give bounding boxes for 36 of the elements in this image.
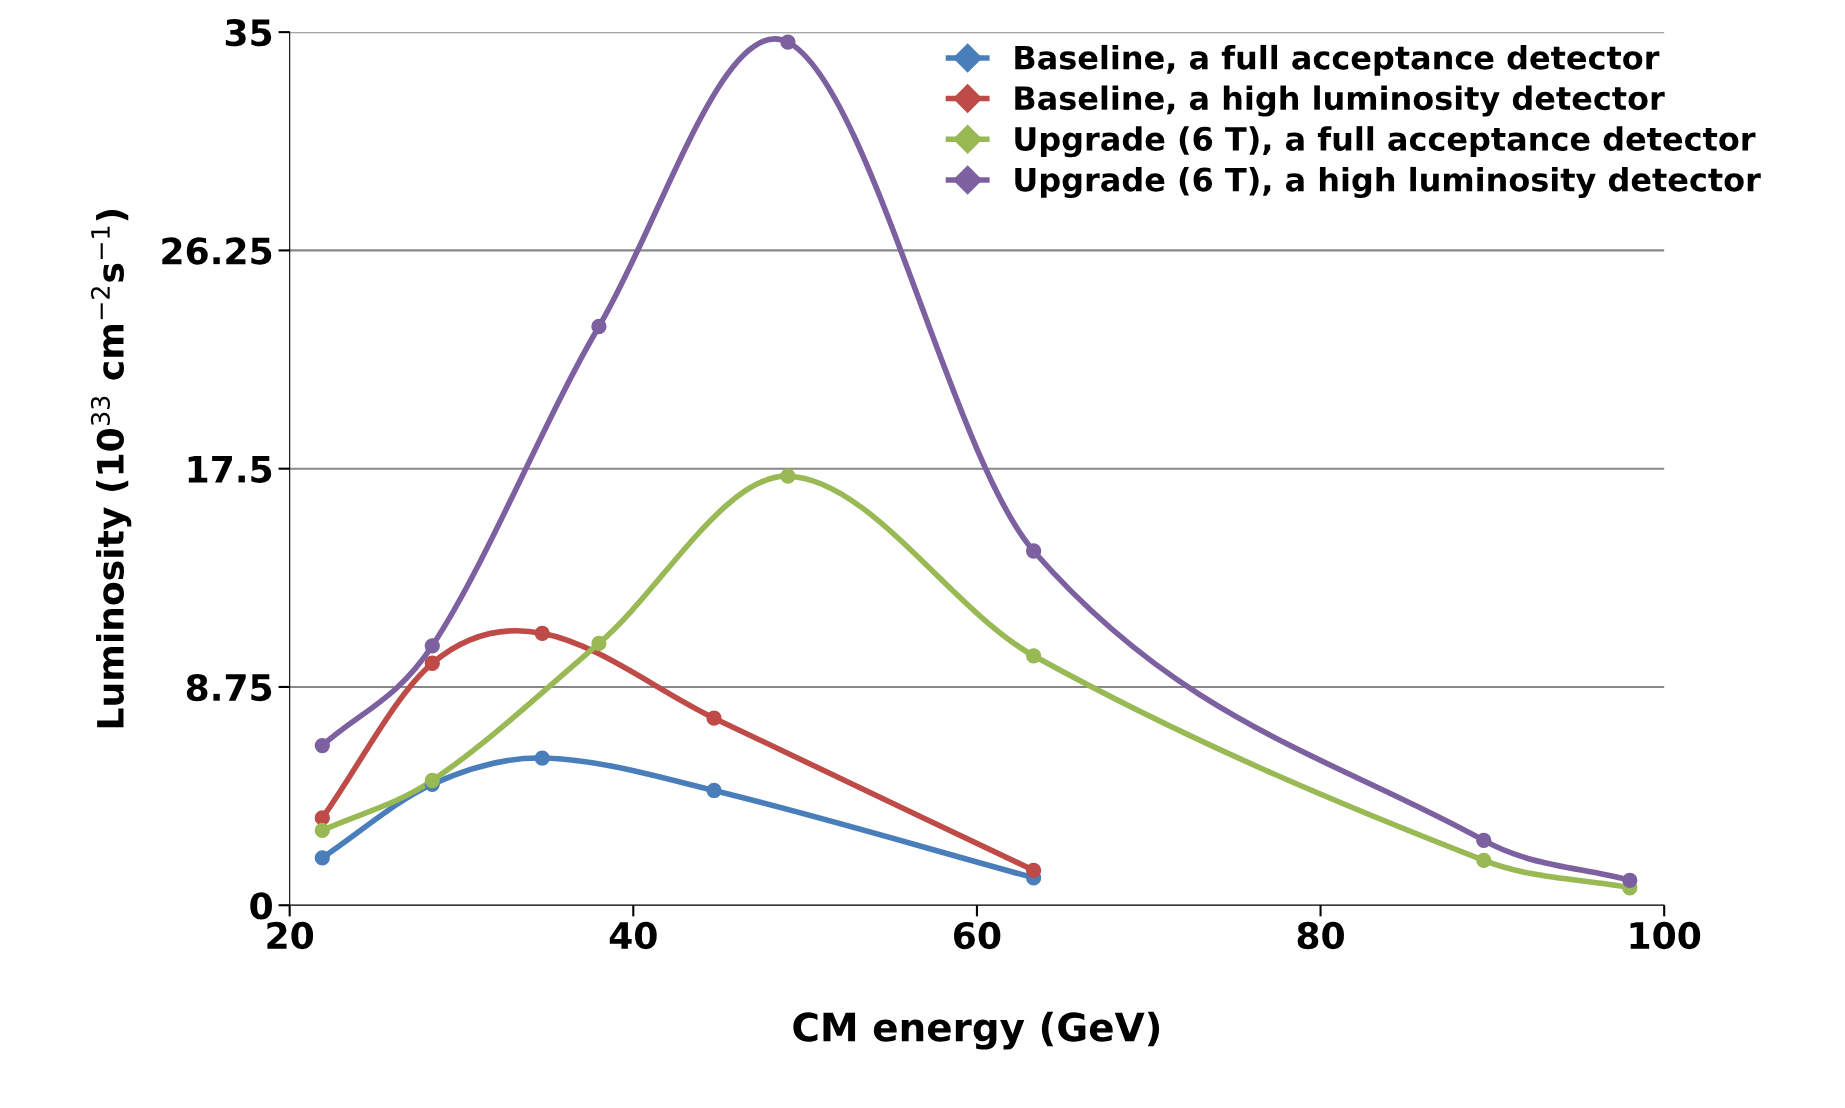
x-tick-label: 40 (609, 921, 657, 950)
x-tick-label: 100 (1630, 921, 1701, 950)
point (314, 822, 330, 839)
point (1622, 872, 1638, 888)
point (1025, 862, 1042, 878)
y-axis-title: Luminosity (10$^{33}$ cm$^{−2}$s$^{−1}$) (90, 210, 132, 728)
point (534, 750, 550, 766)
point (424, 638, 440, 654)
y-tick-label: 26.25 (162, 237, 272, 265)
legend-label: Upgrade (6 T), a high luminosity detector (1015, 166, 1761, 199)
point (591, 635, 607, 651)
x-tick-label: 60 (954, 921, 1001, 950)
point (424, 655, 440, 671)
y-tick-label: 17.5 (188, 456, 272, 483)
y-tick-label: 8.75 (186, 673, 272, 702)
x-tick-label: 80 (1297, 921, 1344, 950)
point (706, 710, 722, 726)
point (706, 782, 722, 799)
point (1476, 832, 1492, 849)
point (424, 772, 440, 789)
x-tick-label: 20 (267, 921, 314, 950)
x-axis-title: CM energy (GeV) (793, 1011, 1160, 1050)
legend-label: Upgrade (6 T), a full acceptance detector (1015, 126, 1756, 158)
y-tick-label: 35 (225, 19, 272, 47)
point (1476, 852, 1492, 868)
point (780, 34, 796, 50)
legend-label: Baseline, a full acceptance detector (1015, 44, 1660, 76)
point (780, 468, 796, 484)
point (314, 850, 330, 866)
legend-label: Baseline, a high luminosity detector (1015, 85, 1665, 117)
point (591, 318, 607, 335)
point (1025, 543, 1042, 559)
point (1025, 648, 1042, 664)
point (534, 625, 550, 641)
point (314, 737, 330, 754)
y-tick-label: 0 (250, 892, 272, 920)
